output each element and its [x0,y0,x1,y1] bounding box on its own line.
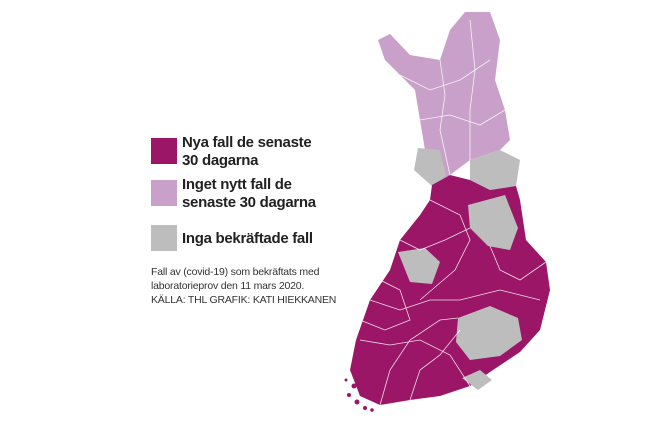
legend-label: 30 dagarna [182,152,259,169]
region-gray [468,195,518,250]
region-gray [462,370,492,390]
map [344,12,550,412]
legend-label: Inget nytt fall de [182,176,292,193]
region-gray [414,148,446,186]
legend-swatch [151,138,177,164]
legend-label: senaste 30 dagarna [182,194,317,211]
region-south [350,175,550,405]
legend-label: Inga bekräftade fall [182,230,313,247]
region-gray [398,248,440,284]
region-gray [456,306,522,360]
legend-label: Nya fall de senaste [182,134,311,151]
note-line: Fall av (covid-19) som bekräftats med [151,266,320,278]
region-gray [470,150,520,190]
notes: Fall av (covid-19) som bekräftats med lab… [151,266,336,306]
legend-swatch [151,225,177,251]
municipal-borders [359,19,547,406]
note-line: KÄLLA: THL GRAFIK: KATI HIEKKANEN [151,294,336,306]
region-lapland [378,12,510,185]
note-line: laboratorieprov den 11 mars 2020. [151,280,304,292]
legend-swatch [151,180,177,206]
islands [344,378,374,412]
